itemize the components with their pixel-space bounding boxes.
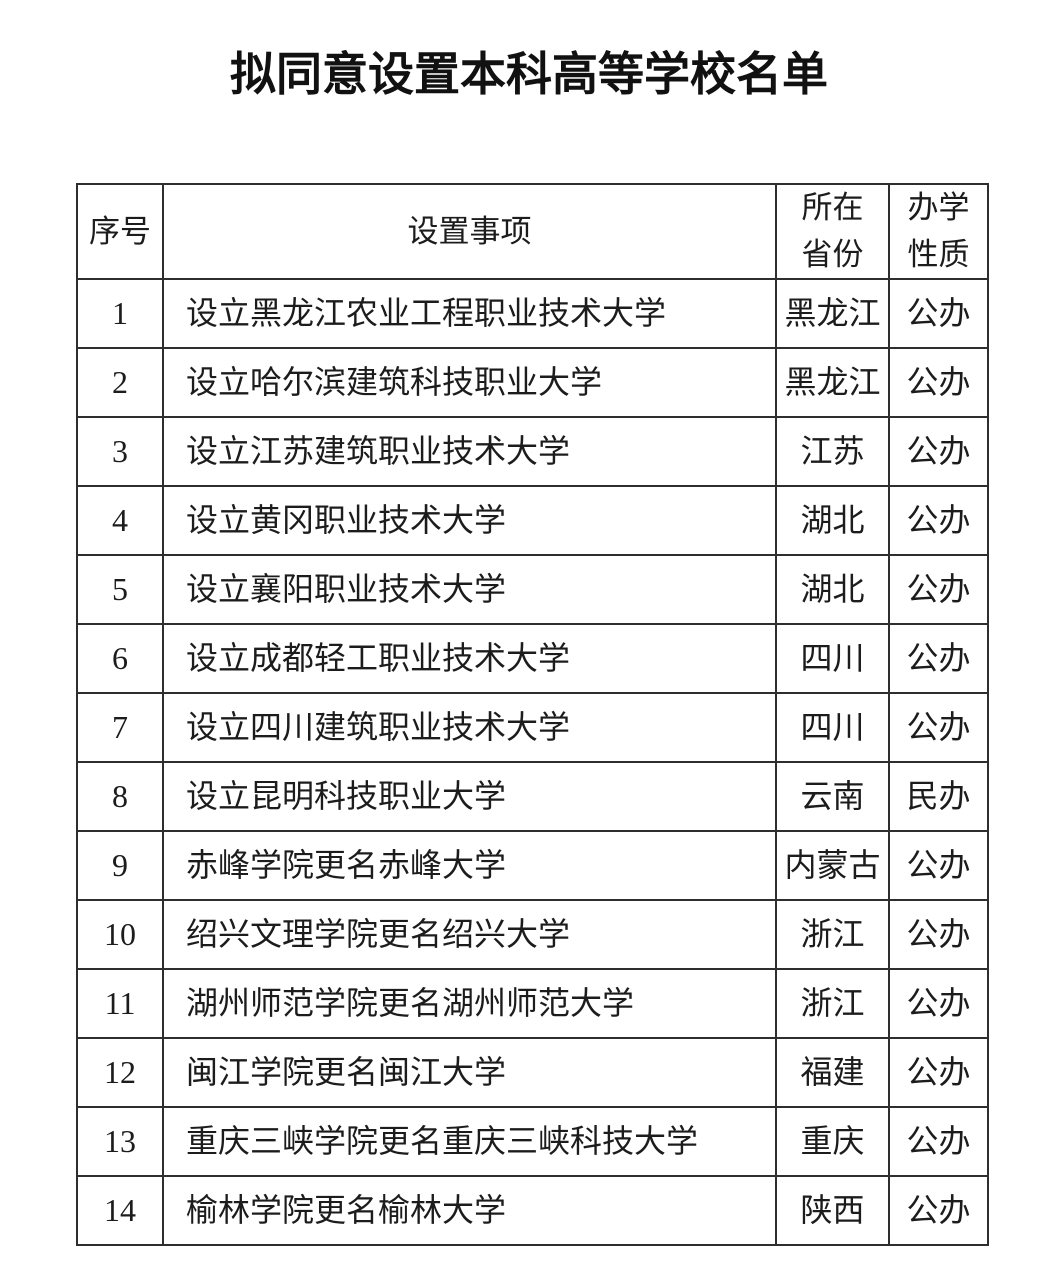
cell-province: 浙江 bbox=[775, 899, 890, 970]
table-row: 3 设立江苏建筑职业技术大学 江苏 公办 bbox=[76, 416, 989, 487]
cell-item: 设立黄冈职业技术大学 bbox=[162, 485, 777, 556]
cell-nature: 公办 bbox=[888, 347, 989, 418]
cell-item: 设立四川建筑职业技术大学 bbox=[162, 692, 777, 763]
header-index: 序号 bbox=[76, 183, 164, 280]
cell-province: 陕西 bbox=[775, 1175, 890, 1246]
cell-index: 13 bbox=[76, 1106, 164, 1177]
table-row: 13 重庆三峡学院更名重庆三峡科技大学 重庆 公办 bbox=[76, 1106, 989, 1177]
table-header: 序号 设置事项 所在省份 办学性质 bbox=[76, 183, 989, 280]
header-row: 序号 设置事项 所在省份 办学性质 bbox=[76, 183, 989, 280]
cell-item: 设立昆明科技职业大学 bbox=[162, 761, 777, 832]
cell-nature: 公办 bbox=[888, 1175, 989, 1246]
table-row: 12 闽江学院更名闽江大学 福建 公办 bbox=[76, 1037, 989, 1108]
cell-province: 浙江 bbox=[775, 968, 890, 1039]
cell-index: 3 bbox=[76, 416, 164, 487]
header-province: 所在省份 bbox=[775, 183, 890, 280]
cell-nature: 公办 bbox=[888, 554, 989, 625]
cell-province: 重庆 bbox=[775, 1106, 890, 1177]
table-body: 1 设立黑龙江农业工程职业技术大学 黑龙江 公办 2 设立哈尔滨建筑科技职业大学… bbox=[76, 278, 989, 1246]
cell-item: 设立哈尔滨建筑科技职业大学 bbox=[162, 347, 777, 418]
header-item: 设置事项 bbox=[162, 183, 777, 280]
school-list-table: 序号 设置事项 所在省份 办学性质 1 设立黑龙江农业工程职业技术大学 黑龙江 … bbox=[76, 183, 989, 1246]
cell-nature: 公办 bbox=[888, 278, 989, 349]
table-row: 9 赤峰学院更名赤峰大学 内蒙古 公办 bbox=[76, 830, 989, 901]
cell-index: 11 bbox=[76, 968, 164, 1039]
cell-index: 4 bbox=[76, 485, 164, 556]
cell-nature: 公办 bbox=[888, 1037, 989, 1108]
cell-nature: 公办 bbox=[888, 1106, 989, 1177]
cell-index: 8 bbox=[76, 761, 164, 832]
table-row: 10 绍兴文理学院更名绍兴大学 浙江 公办 bbox=[76, 899, 989, 970]
table-row: 4 设立黄冈职业技术大学 湖北 公办 bbox=[76, 485, 989, 556]
cell-item: 重庆三峡学院更名重庆三峡科技大学 bbox=[162, 1106, 777, 1177]
cell-index: 1 bbox=[76, 278, 164, 349]
page-title: 拟同意设置本科高等学校名单 bbox=[230, 48, 828, 100]
table-row: 2 设立哈尔滨建筑科技职业大学 黑龙江 公办 bbox=[76, 347, 989, 418]
cell-index: 5 bbox=[76, 554, 164, 625]
table-row: 7 设立四川建筑职业技术大学 四川 公办 bbox=[76, 692, 989, 763]
cell-index: 9 bbox=[76, 830, 164, 901]
cell-nature: 民办 bbox=[888, 761, 989, 832]
cell-province: 黑龙江 bbox=[775, 278, 890, 349]
cell-item: 闽江学院更名闽江大学 bbox=[162, 1037, 777, 1108]
cell-index: 6 bbox=[76, 623, 164, 694]
header-index-label: 序号 bbox=[89, 213, 151, 249]
header-province-label: 所在省份 bbox=[801, 190, 864, 272]
table-row: 5 设立襄阳职业技术大学 湖北 公办 bbox=[76, 554, 989, 625]
cell-province: 黑龙江 bbox=[775, 347, 890, 418]
cell-province: 云南 bbox=[775, 761, 890, 832]
table-row: 1 设立黑龙江农业工程职业技术大学 黑龙江 公办 bbox=[76, 278, 989, 349]
cell-nature: 公办 bbox=[888, 623, 989, 694]
table-row: 8 设立昆明科技职业大学 云南 民办 bbox=[76, 761, 989, 832]
cell-index: 2 bbox=[76, 347, 164, 418]
cell-index: 7 bbox=[76, 692, 164, 763]
header-nature-label: 办学性质 bbox=[907, 190, 970, 272]
cell-index: 14 bbox=[76, 1175, 164, 1246]
cell-nature: 公办 bbox=[888, 416, 989, 487]
cell-province: 湖北 bbox=[775, 554, 890, 625]
cell-item: 绍兴文理学院更名绍兴大学 bbox=[162, 899, 777, 970]
cell-item: 设立江苏建筑职业技术大学 bbox=[162, 416, 777, 487]
cell-nature: 公办 bbox=[888, 485, 989, 556]
cell-item: 湖州师范学院更名湖州师范大学 bbox=[162, 968, 777, 1039]
table-row: 14 榆林学院更名榆林大学 陕西 公办 bbox=[76, 1175, 989, 1246]
header-item-label: 设置事项 bbox=[407, 213, 532, 249]
cell-nature: 公办 bbox=[888, 830, 989, 901]
cell-item: 设立黑龙江农业工程职业技术大学 bbox=[162, 278, 777, 349]
cell-province: 湖北 bbox=[775, 485, 890, 556]
header-nature: 办学性质 bbox=[888, 183, 989, 280]
cell-index: 12 bbox=[76, 1037, 164, 1108]
table-row: 6 设立成都轻工职业技术大学 四川 公办 bbox=[76, 623, 989, 694]
cell-province: 福建 bbox=[775, 1037, 890, 1108]
cell-province: 内蒙古 bbox=[775, 830, 890, 901]
cell-nature: 公办 bbox=[888, 692, 989, 763]
cell-province: 四川 bbox=[775, 692, 890, 763]
cell-nature: 公办 bbox=[888, 899, 989, 970]
cell-index: 10 bbox=[76, 899, 164, 970]
cell-item: 设立襄阳职业技术大学 bbox=[162, 554, 777, 625]
cell-item: 榆林学院更名榆林大学 bbox=[162, 1175, 777, 1246]
cell-province: 江苏 bbox=[775, 416, 890, 487]
cell-nature: 公办 bbox=[888, 968, 989, 1039]
table-row: 11 湖州师范学院更名湖州师范大学 浙江 公办 bbox=[76, 968, 989, 1039]
cell-item: 赤峰学院更名赤峰大学 bbox=[162, 830, 777, 901]
cell-province: 四川 bbox=[775, 623, 890, 694]
cell-item: 设立成都轻工职业技术大学 bbox=[162, 623, 777, 694]
